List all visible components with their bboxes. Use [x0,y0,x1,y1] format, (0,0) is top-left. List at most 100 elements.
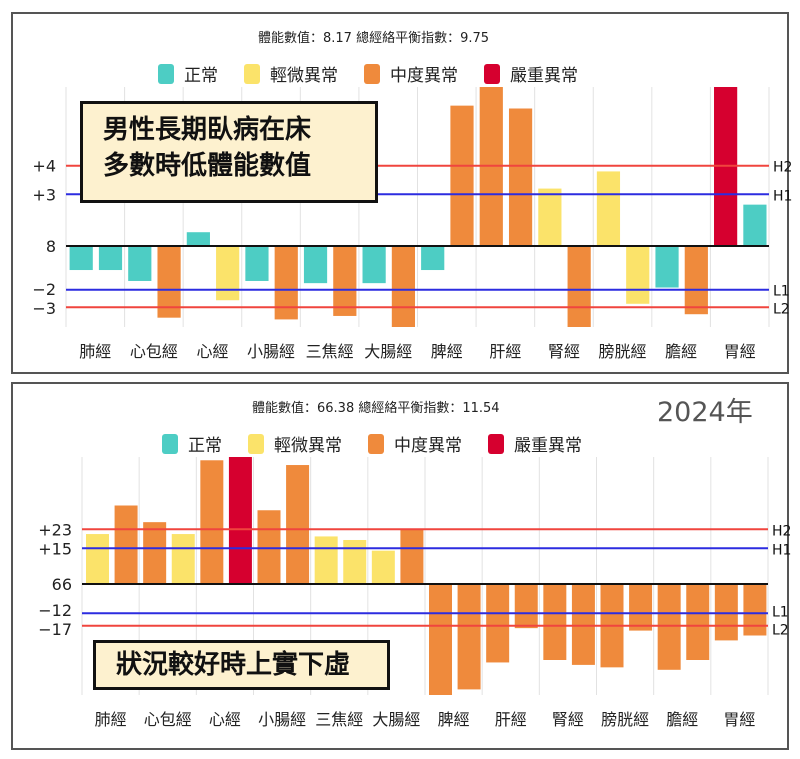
category-label: 胃經 [723,710,755,729]
bar[interactable] [171,534,195,584]
bar[interactable] [128,246,152,281]
legend-item[interactable]: 正常 [162,431,222,456]
legend-item[interactable]: 輕微異常 [248,431,342,456]
tick-label: +23 [38,520,72,539]
chart2-annotation-box: 狀況較好時上實下虛 [93,640,390,690]
legend-item[interactable]: 嚴重異常 [488,431,582,456]
reference-line-label: L2 [772,623,789,639]
tick-label: 66 [52,575,72,594]
chart2-legend: 正常 輕微異常 中度異常 嚴重異常 [162,431,582,456]
tick-label: −12 [38,601,72,620]
reference-line-label: H2 [772,523,791,539]
tick-label: +4 [32,157,56,176]
bar[interactable] [743,584,767,636]
bar[interactable] [538,188,562,246]
bar[interactable] [391,246,416,327]
legend-swatch [364,63,380,84]
bar[interactable] [596,171,621,246]
annotation-line: 男性長期臥病在床 [103,115,312,145]
bar[interactable] [200,460,224,584]
bar[interactable] [508,108,533,247]
legend-item[interactable]: 嚴重異常 [484,61,578,86]
category-label: 大腸經 [364,342,412,361]
reference-line-label: H1 [772,542,791,558]
category-label: 心包經 [144,710,192,729]
bar[interactable] [450,105,474,246]
year-label: 2024年 [657,397,753,428]
bar[interactable] [421,246,445,271]
bar[interactable] [714,584,738,641]
bar[interactable] [567,246,591,327]
bar[interactable] [655,246,679,288]
bar[interactable] [429,584,452,695]
bar[interactable] [684,246,708,315]
bar[interactable] [216,246,240,301]
bar[interactable] [371,550,395,584]
bar[interactable] [303,246,328,284]
legend-label: 正常 [184,66,218,86]
bar[interactable] [186,232,210,246]
category-label: 肝經 [489,342,521,361]
bar[interactable] [245,246,269,281]
legend-label: 嚴重異常 [514,436,582,456]
category-label: 膀胱經 [601,710,649,729]
bar[interactable] [486,584,510,663]
tick-label: −3 [32,299,56,318]
category-label: 心經 [209,710,241,729]
legend-item[interactable]: 中度異常 [364,61,458,86]
category-label: 小腸經 [258,710,306,729]
bar[interactable] [333,246,357,316]
tick-label: +3 [32,185,56,204]
bar[interactable] [626,246,650,304]
bar[interactable] [314,536,338,584]
category-label: 脾經 [438,710,470,729]
category-label: 脾經 [431,342,463,361]
bar[interactable] [514,584,538,629]
bar[interactable] [629,584,653,631]
category-label: 膽經 [666,710,698,729]
reference-line-label: H1 [773,188,792,204]
bar[interactable] [400,529,424,584]
bar[interactable] [286,465,310,584]
legend-swatch [368,433,384,454]
legend-item[interactable]: 輕微異常 [244,61,338,86]
legend-item[interactable]: 正常 [158,61,218,86]
chart2-title: 體能數值：66.38 總經絡平衡指數：11.54 [252,401,500,416]
tick-label: −2 [32,280,56,299]
category-label: 膽經 [665,342,697,361]
bar[interactable] [543,584,567,660]
bar[interactable] [69,246,93,271]
chart-2: 肺經 心包經 心經 小腸經 三焦經 大腸經 脾經 肝經 腎經 膀胱經 膽經 胃經 +23+15 66 −12… [38,457,791,729]
bar[interactable] [98,246,123,271]
legend-label: 中度異常 [390,66,458,86]
legend-swatch [162,433,178,454]
category-label: 肺經 [95,710,127,729]
bar[interactable] [457,584,481,690]
bar[interactable] [257,510,281,584]
bar[interactable] [86,534,109,584]
bar[interactable] [362,246,386,284]
bar[interactable] [157,246,181,318]
tick-label: −17 [38,620,72,639]
legend-item[interactable]: 中度異常 [368,431,462,456]
legend-swatch [488,433,504,454]
bar[interactable] [143,522,167,584]
category-label: 膀胱經 [599,342,647,361]
bar[interactable] [228,457,252,584]
category-label: 大腸經 [372,710,420,729]
bar[interactable] [686,584,710,660]
reference-line-label: L1 [772,605,789,621]
category-label: 心包經 [130,342,178,361]
tick-label: 8 [46,237,56,256]
legend-label: 輕微異常 [270,66,338,86]
bar[interactable] [343,539,367,584]
bar[interactable] [571,584,595,665]
category-label: 腎經 [552,710,584,729]
bar[interactable] [274,246,298,320]
bar[interactable] [743,204,767,246]
bar[interactable] [657,584,681,670]
bar[interactable] [114,505,138,585]
annotation-line: 多數時低體能數值 [103,151,312,181]
category-label: 三焦經 [306,342,354,361]
